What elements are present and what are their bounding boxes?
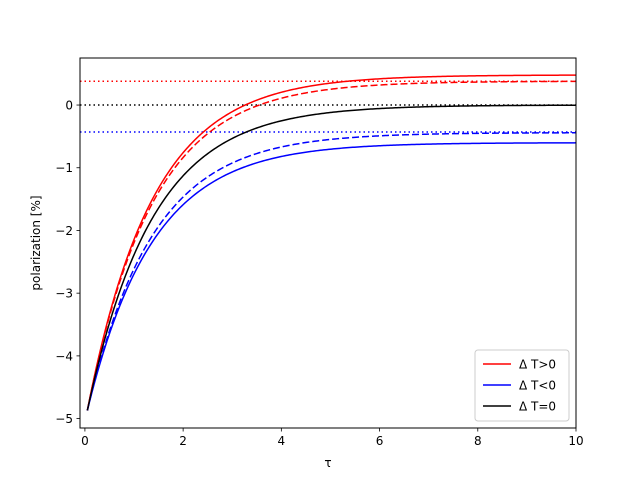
legend-box: [474, 349, 570, 422]
y-tick-label: −5: [55, 412, 73, 426]
y-tick-label: −2: [55, 224, 73, 238]
y-tick-label: 0: [65, 99, 73, 113]
y-tick-label: −1: [55, 161, 73, 175]
x-tick-label: 6: [376, 434, 384, 448]
series-line-3: [86, 132, 576, 411]
series-line-4: [86, 104, 576, 411]
x-tick-label: 4: [278, 434, 286, 448]
x-axis-ticks: 0 2 4 6 8 10: [81, 428, 584, 448]
series-line-0: [86, 74, 576, 411]
series-line-1: [86, 80, 576, 411]
legend: Δ T>0 Δ T<0 Δ T=0: [474, 349, 570, 422]
legend-label: Δ T>0: [519, 358, 556, 372]
y-axis-label: polarization [%]: [29, 195, 43, 290]
y-tick-label: −3: [55, 287, 73, 301]
x-axis-label: τ: [324, 456, 331, 470]
plot-frame: [79, 57, 577, 429]
series-line-2: [86, 142, 576, 411]
x-tick-label: 10: [568, 434, 583, 448]
reference-lines: [80, 80, 576, 133]
x-tick-label: 0: [81, 434, 89, 448]
legend-label: Δ T<0: [519, 379, 556, 393]
legend-label: Δ T=0: [519, 400, 556, 414]
series-lines: [86, 74, 576, 411]
y-tick-label: −4: [55, 349, 73, 363]
y-axis-ticks: −5 −4 −3 −2 −1 0: [55, 99, 80, 426]
x-tick-label: 8: [474, 434, 482, 448]
x-tick-label: 2: [179, 434, 187, 448]
